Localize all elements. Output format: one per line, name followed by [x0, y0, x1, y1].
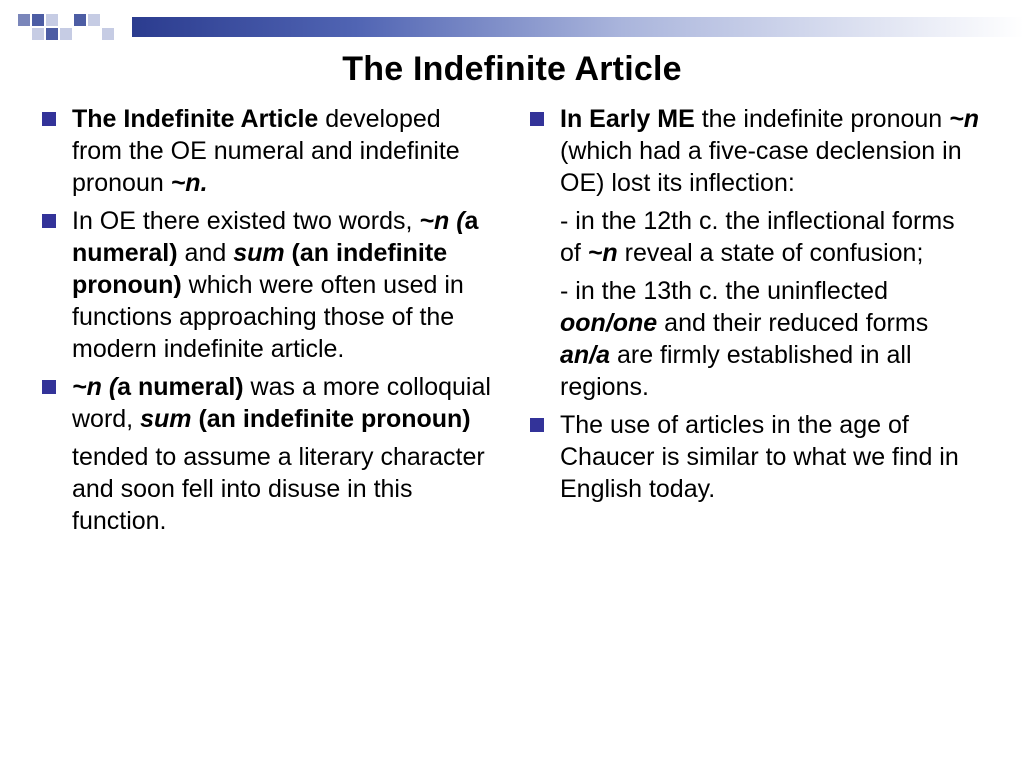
bullet-text: The use of articles in the age of Chauce…	[560, 409, 982, 505]
bullet-icon	[530, 112, 544, 126]
text: (which had a five-case declension in OE)…	[560, 137, 962, 197]
deco-square	[46, 28, 58, 40]
deco-square	[88, 14, 100, 26]
bullet-item: In OE there existed two words, ~n (a num…	[42, 205, 494, 365]
text-bold-italic: ~n.	[171, 169, 208, 197]
bullet-item: The Indefinite Article developed from th…	[42, 103, 494, 199]
deco-square	[18, 14, 30, 26]
text-bold: (an indefinite pronoun)	[192, 405, 471, 433]
bullet-continuation: tended to assume a literary character an…	[42, 441, 494, 537]
text-bold: The Indefinite Article	[72, 105, 318, 133]
text-bold-italic: oon/one	[560, 309, 657, 337]
text-bold-italic: ~n	[588, 239, 618, 267]
bullet-text: tended to assume a literary character an…	[72, 441, 494, 537]
text-bold-italic: ~n (	[72, 373, 117, 401]
deco-square	[18, 28, 30, 40]
text-bold-italic: ~n	[949, 105, 979, 133]
bullet-text: - in the 13th c. the uninflected oon/one…	[560, 275, 982, 403]
bullet-sub: - in the 12th c. the inflectional forms …	[530, 205, 982, 269]
slide: The Indefinite Article The Indefinite Ar…	[0, 0, 1024, 567]
deco-square	[32, 28, 44, 40]
text: In OE there existed two words,	[72, 207, 419, 235]
bullet-item: The use of articles in the age of Chauce…	[530, 409, 982, 505]
text-bold: a numeral)	[117, 373, 243, 401]
bullet-text: In OE there existed two words, ~n (a num…	[72, 205, 494, 365]
content-columns: The Indefinite Article developed from th…	[42, 103, 982, 543]
deco-square	[32, 14, 44, 26]
text: and their reduced forms	[657, 309, 928, 337]
header-gradient	[132, 17, 1024, 37]
bullet-icon	[42, 380, 56, 394]
deco-square	[102, 14, 114, 26]
bullet-icon	[42, 214, 56, 228]
bullet-text: - in the 12th c. the inflectional forms …	[560, 205, 982, 269]
right-column: In Early ME the indefinite pronoun ~n (w…	[530, 103, 982, 543]
bullet-item: ~n (a numeral) was a more colloquial wor…	[42, 371, 494, 435]
text: are firmly established in all regions.	[560, 341, 912, 401]
deco-square	[60, 28, 72, 40]
text-bold-italic: ~n (	[419, 207, 464, 235]
bullet-text: ~n (a numeral) was a more colloquial wor…	[72, 371, 494, 435]
bullet-icon	[42, 112, 56, 126]
text: the indefinite pronoun	[695, 105, 949, 133]
text-bold-italic: sum	[140, 405, 191, 433]
deco-square	[60, 14, 72, 26]
left-column: The Indefinite Article developed from th…	[42, 103, 494, 543]
text-bold-italic: an/a	[560, 341, 610, 369]
text: reveal a state of confusion;	[618, 239, 924, 267]
header-squares	[18, 14, 128, 40]
deco-square	[116, 14, 128, 26]
bullet-item: In Early ME the indefinite pronoun ~n (w…	[530, 103, 982, 199]
bullet-text: The Indefinite Article developed from th…	[72, 103, 494, 199]
deco-square	[74, 14, 86, 26]
deco-square	[74, 28, 86, 40]
slide-title: The Indefinite Article	[42, 50, 982, 89]
deco-square	[116, 28, 128, 40]
text: - in the 13th c. the uninflected	[560, 277, 888, 305]
text: and	[178, 239, 234, 267]
deco-square	[46, 14, 58, 26]
bullet-icon	[530, 418, 544, 432]
bullet-sub: - in the 13th c. the uninflected oon/one…	[530, 275, 982, 403]
header-decoration	[0, 0, 1024, 38]
bullet-text: In Early ME the indefinite pronoun ~n (w…	[560, 103, 982, 199]
deco-square	[102, 28, 114, 40]
text-bold: In Early ME	[560, 105, 695, 133]
text-bold-italic: sum	[233, 239, 284, 267]
deco-square	[88, 28, 100, 40]
